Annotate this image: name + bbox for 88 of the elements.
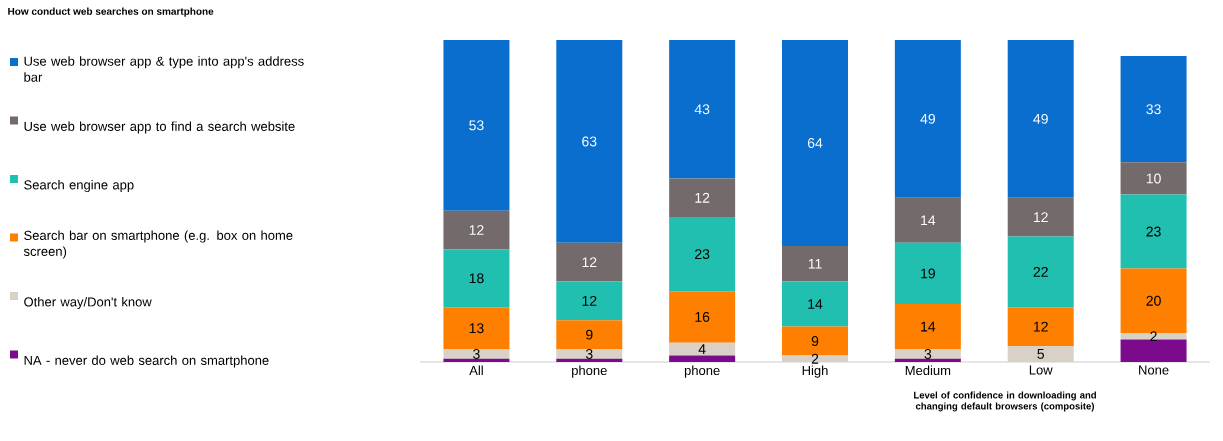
data-label: 3 [924,348,932,359]
data-label: 49 [920,113,935,124]
bar [443,210,510,250]
bar [1120,162,1187,195]
legend-label: Search engine app [24,179,134,193]
legend-label: Search bar on smartphone (e.g. box on home screen) [23,230,293,259]
x-tick-label: None [1139,365,1169,375]
text: Level of confidence in downloading and changing default browsers (composite) [914,391,1096,412]
bar [1120,333,1187,340]
data-label: 20 [1146,295,1161,306]
x-tick-label: Low [1029,365,1053,375]
bar [669,217,736,292]
bar [894,39,961,198]
bar [669,178,736,218]
bar [556,242,623,282]
data-label: 9 [811,336,819,347]
bar [1007,307,1074,346]
data-label: 4 [698,344,706,354]
bar [782,355,849,362]
bar [894,358,961,362]
bar [894,304,961,350]
bar [1120,56,1187,163]
data-label: 14 [921,321,936,332]
data-label: 18 [469,273,484,284]
bar [443,307,510,350]
data-label: 9 [586,329,593,340]
data-label: 13 [469,323,484,334]
data-label: 5 [1037,349,1045,359]
bar [782,281,849,327]
bar [894,242,961,305]
data-label: 53 [469,120,484,131]
bar [556,281,623,321]
data-label: 63 [582,136,597,147]
data-label: 12 [1034,212,1048,222]
bar [443,39,510,211]
bar [443,249,510,308]
data-label: 12 [695,192,710,203]
bar [894,197,961,243]
data-label: 22 [1033,266,1048,277]
data-label: 49 [1033,113,1048,124]
bar [556,349,623,359]
bar [556,358,623,362]
x-tick-label: All [469,365,483,375]
data-label: 12 [582,295,597,306]
legend-label: Use web browser app & type into app's address bar [24,56,304,82]
bar [1007,39,1074,198]
bar [443,349,510,359]
data-label: 2 [811,353,819,364]
data-label: 12 [1034,321,1048,332]
bar [669,39,736,179]
x-tick-label: phone [684,365,720,378]
legend-label: NA - never do web search on smartphone [24,355,269,368]
data-label: 33 [1146,104,1161,115]
data-label: 14 [921,215,936,226]
data-label: 10 [1146,173,1161,184]
x-tick-label: phone [572,365,607,378]
bar [669,291,736,343]
bar [894,349,961,359]
bar [669,355,736,362]
data-label: 3 [473,348,480,359]
bar [1007,197,1074,237]
bar [1007,236,1074,308]
bar [1120,194,1187,269]
data-label: 3 [585,348,593,359]
data-label: 23 [1146,226,1161,237]
x-tick-label: Medium [905,365,951,376]
data-label: 11 [808,258,822,269]
data-label: 43 [694,104,710,115]
x-tick-label: High [802,365,828,378]
legend-label: Use web browser app to find a search website [24,121,295,134]
bar [782,39,849,247]
bar [556,320,623,350]
data-label: 12 [582,257,597,268]
bar [556,39,623,243]
bar [1007,345,1074,362]
data-label: 19 [921,268,935,279]
data-label: 16 [695,311,710,322]
data-label: 14 [808,299,823,309]
data-label: 2 [1150,331,1157,342]
text: How conduct web searches on smartphone [8,7,214,17]
bar [443,358,510,362]
legend-label: Other way/Don't know [24,296,152,310]
bar [669,342,736,356]
data-label: 23 [695,249,710,260]
bar [1120,339,1187,362]
data-label: 64 [807,138,823,148]
data-label: 12 [469,225,484,235]
bar [782,246,849,282]
